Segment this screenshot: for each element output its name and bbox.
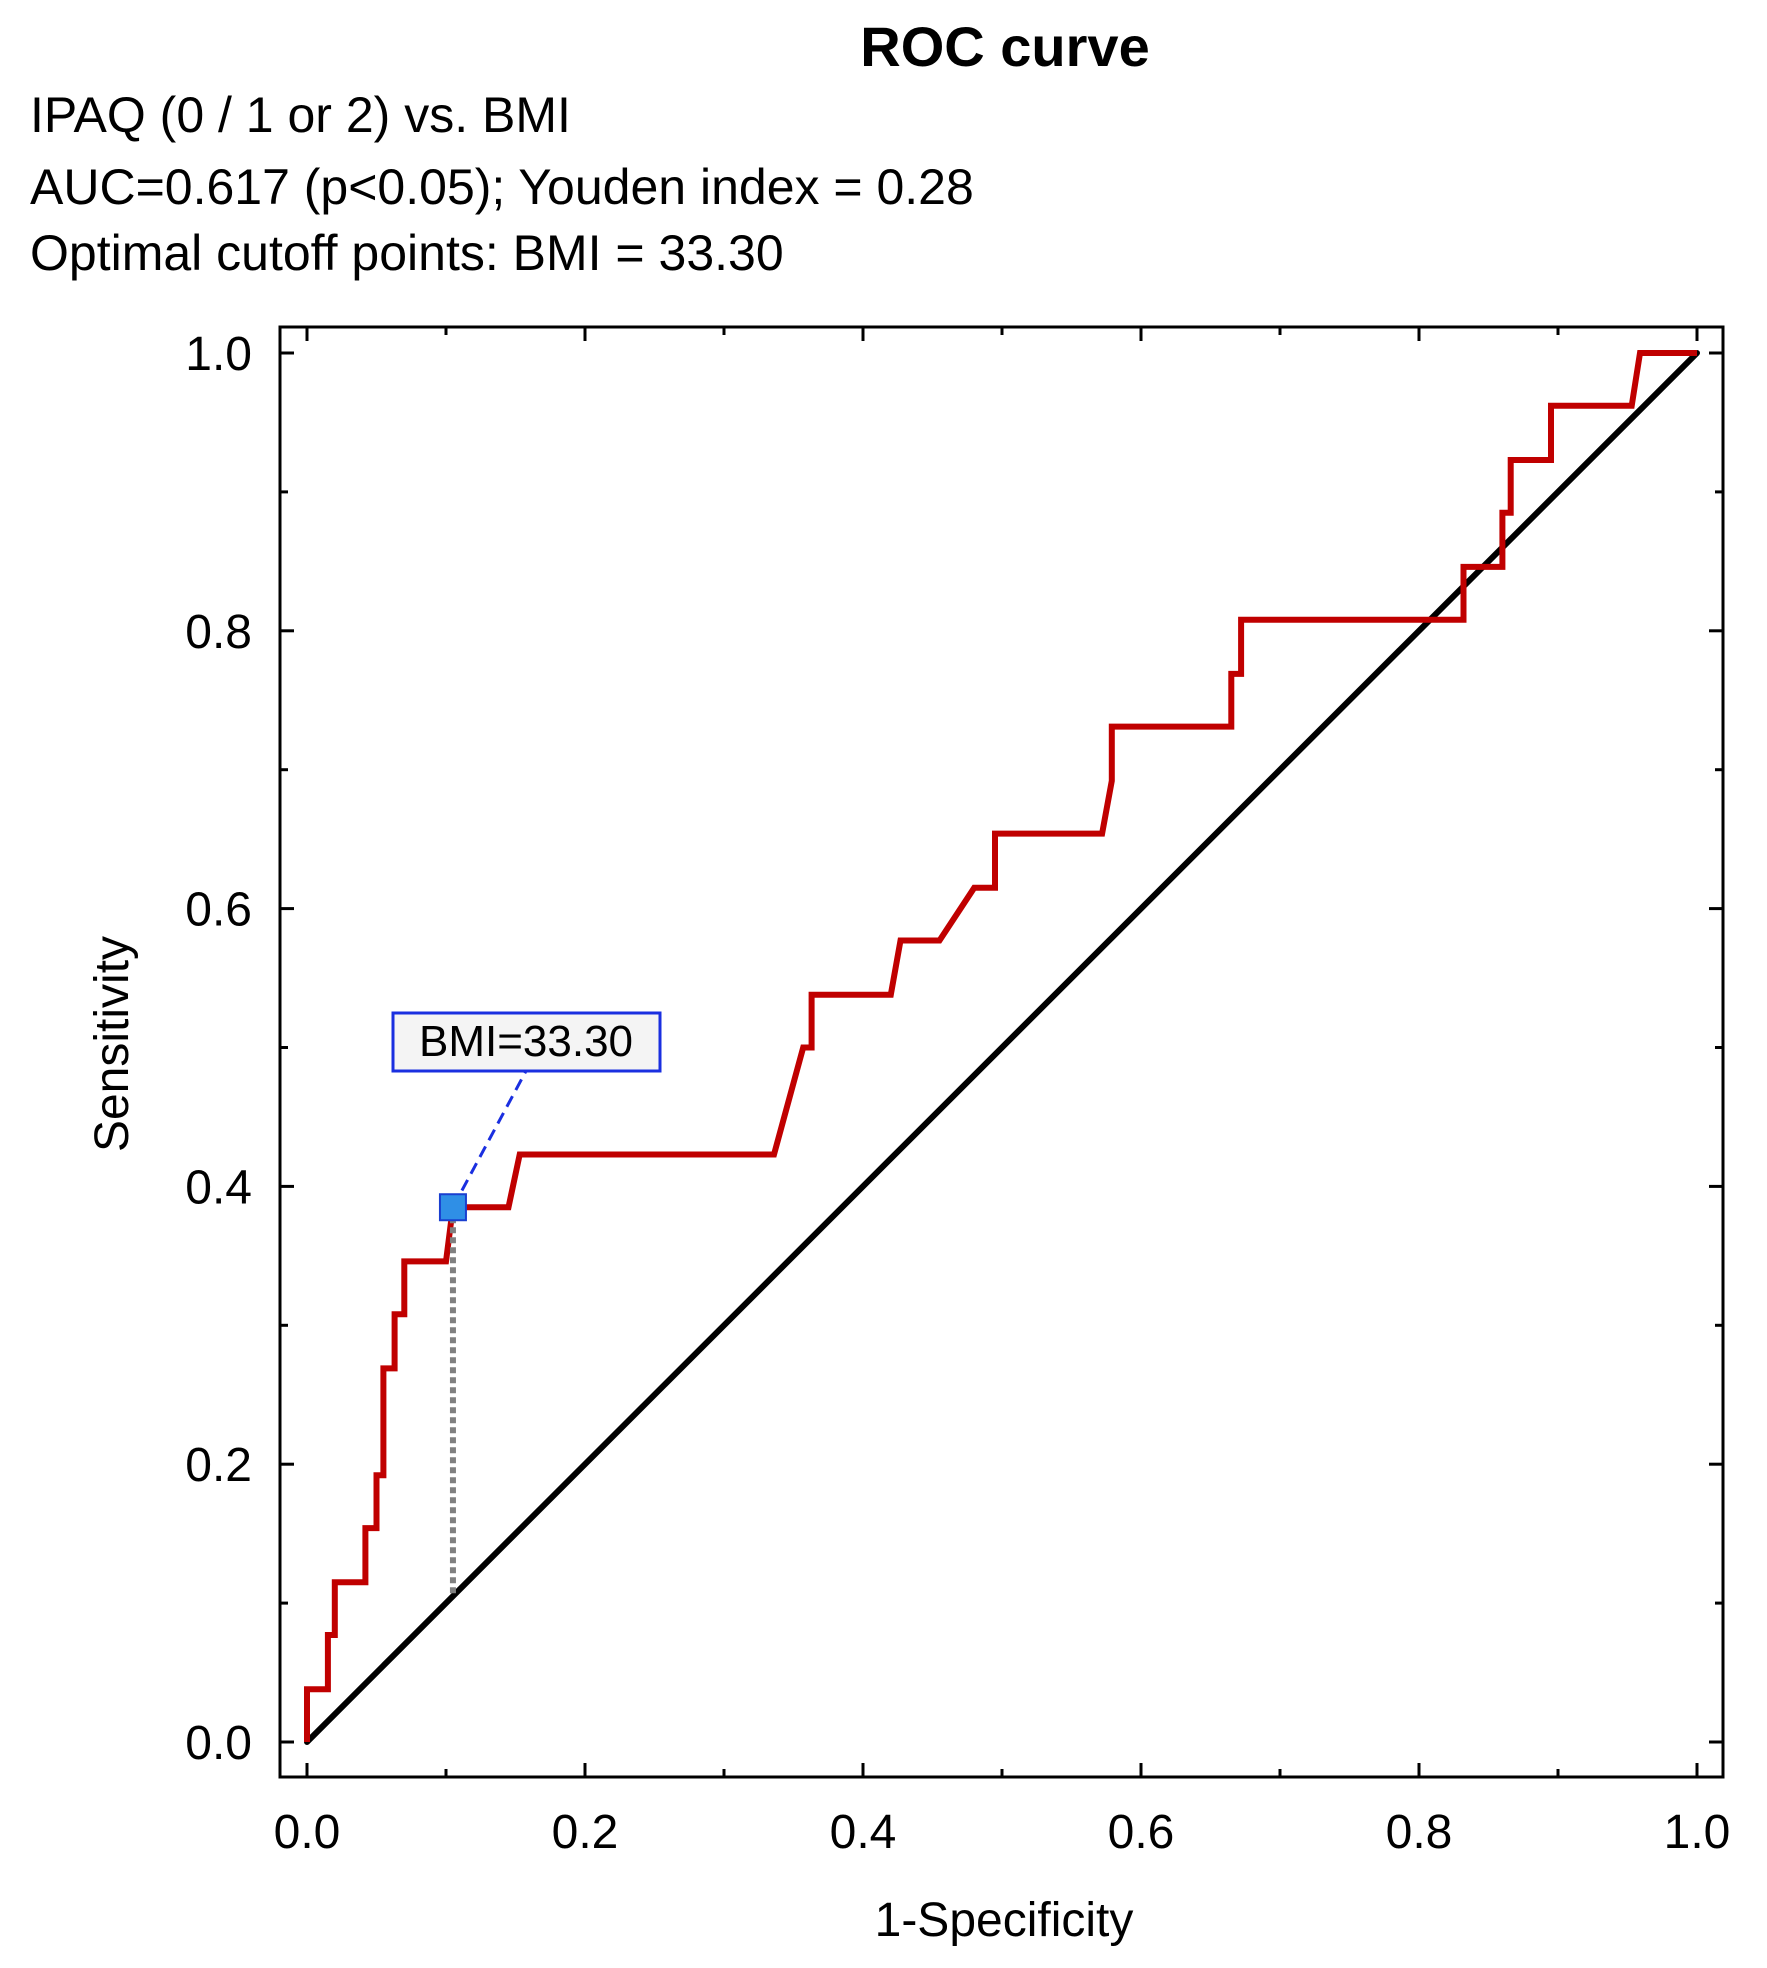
x-tick-label: 0.0: [274, 1806, 341, 1859]
annotation-leader-line: [451, 1070, 528, 1208]
x-tick-label: 0.6: [1108, 1806, 1175, 1859]
axis-ticks: [280, 327, 1723, 1777]
optimal-cutoff-marker: [438, 1193, 467, 1222]
annotation-box: [391, 1011, 662, 1073]
y-tick-label: 0.4: [185, 1161, 252, 1214]
axis-tick-labels: 0.0 0.2 0.4 0.6 0.8 1.0 0.0 0.2 0.4 0.6 0.8 1.0: [185, 328, 1730, 1859]
chart-title: ROC curve: [860, 15, 1150, 78]
y-tick-label: 0.6: [185, 884, 252, 937]
chart-subtitle-line-1: IPAQ (0 / 1 or 2) vs. BMI: [30, 87, 571, 143]
roc-curve-line: [304, 350, 1697, 1742]
x-axis-title: 1-Specificity: [875, 1894, 1134, 1947]
y-tick-label: 0.8: [185, 606, 252, 659]
y-tick-label: 1.0: [185, 328, 252, 381]
cutoff-annotation: BMI=33.30: [391, 1011, 662, 1073]
x-tick-label: 0.2: [552, 1806, 619, 1859]
y-tick-label: 0.0: [185, 1717, 252, 1770]
chart-subtitle-line-2: AUC=0.617 (p<0.05); Youden index = 0.28: [30, 159, 974, 215]
x-tick-label: 0.8: [1386, 1806, 1453, 1859]
annotation-label: BMI=33.30: [419, 1017, 633, 1066]
x-tick-label: 0.4: [830, 1806, 897, 1859]
y-axis-title: Sensitivity: [86, 936, 139, 1152]
y-tick-label: 0.2: [185, 1439, 252, 1492]
chart-subtitle-line-3: Optimal cutoff points: BMI = 33.30: [30, 225, 784, 281]
x-tick-label: 1.0: [1664, 1806, 1731, 1859]
